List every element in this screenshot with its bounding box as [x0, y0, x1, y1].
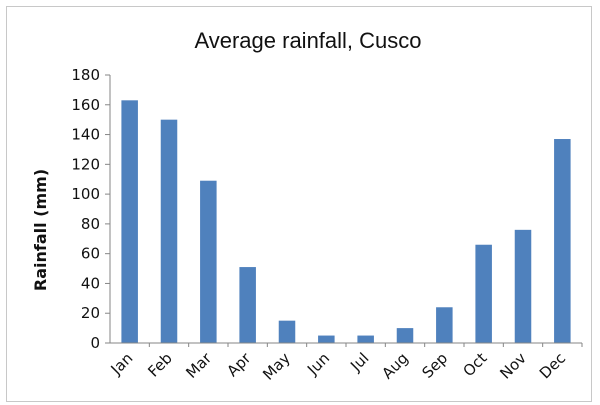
bar-dec [554, 139, 571, 343]
y-axis-ticks: 0 20 40 60 80 100 120 140 160 180 [71, 66, 110, 352]
x-tick-label: Sep [418, 349, 451, 382]
bar-feb [160, 119, 178, 344]
bar-sep [436, 307, 453, 343]
bar-mar [200, 180, 217, 343]
x-tick-label: Jun [303, 349, 333, 379]
y-tick-label: 20 [81, 304, 100, 322]
y-tick-label: 0 [90, 334, 100, 352]
y-tick-label: 120 [71, 155, 100, 173]
x-tick-label: Jan [107, 349, 137, 379]
x-tick-label: Apr [223, 349, 255, 381]
bar-oct [475, 244, 492, 343]
bar-jul [357, 335, 374, 343]
x-tick-label: Mar [182, 349, 215, 382]
x-tick-label: Dec [536, 349, 569, 382]
bar-aug [396, 328, 414, 343]
y-tick-label: 80 [81, 215, 100, 233]
y-tick-label: 100 [71, 185, 100, 203]
bar-jun [318, 335, 335, 343]
y-tick-label: 60 [81, 245, 100, 263]
y-axis-label: Rainfall (mm) [31, 169, 50, 291]
x-tick-label: Oct [459, 349, 490, 380]
x-axis-ticks: Jan Feb Mar Apr May Jun Jul Aug Sep Oct Nov Dec [107, 343, 583, 384]
x-tick-label: Jul [346, 349, 372, 375]
x-tick-label: Feb [144, 349, 176, 381]
bar-may [278, 320, 296, 343]
y-tick-label: 180 [71, 66, 100, 84]
bar-nov [514, 229, 532, 343]
chart-frame [6, 6, 592, 402]
x-tick-label: Nov [496, 349, 530, 383]
chart-title: Average rainfall, Cusco [194, 28, 421, 53]
bar-apr [239, 267, 256, 343]
y-tick-label: 140 [71, 126, 100, 144]
bar-jan [121, 100, 138, 343]
axes [109, 75, 582, 344]
x-tick-label: Aug [378, 349, 411, 382]
bars [121, 100, 571, 344]
y-tick-label: 40 [81, 274, 100, 292]
x-tick-label: May [259, 349, 294, 384]
y-tick-label: 160 [71, 96, 100, 114]
